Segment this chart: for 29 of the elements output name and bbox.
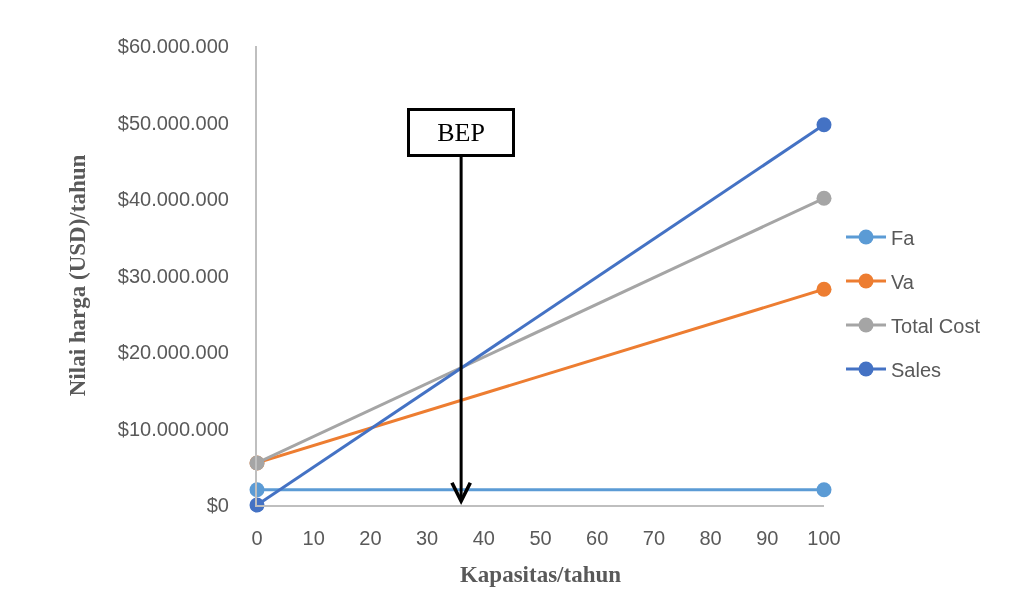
point: [816, 117, 832, 133]
x-tick-label: 30: [415, 527, 439, 549]
x-tick-label: 100: [807, 527, 841, 549]
y-axis-title: Nilai harga (USD)/tahun: [64, 154, 90, 397]
y-tick-label: $50.000.000: [117, 111, 229, 134]
legend-label: Fa: [891, 226, 916, 249]
legend-label: Va: [891, 270, 915, 293]
x-tick-label: 0: [251, 527, 263, 549]
y-tick-label: $10.000.000: [117, 417, 229, 440]
x-tick-label: 50: [529, 527, 552, 549]
x-tick-label: 10: [302, 527, 325, 549]
y-tick-label: $20.000.000: [117, 341, 229, 363]
x-tick-label: 70: [642, 527, 666, 549]
y-tick-label: $40.000.000: [117, 188, 229, 210]
y-tick-label: $30.000.000: [117, 264, 229, 287]
x-axis-title: Kapasitas/tahun: [459, 562, 622, 588]
point: [816, 281, 832, 297]
x-tick-label: 60: [586, 527, 609, 549]
ref-line-label: BEP: [437, 118, 485, 147]
y-tick-label: $0: [206, 494, 229, 516]
point: [816, 190, 832, 206]
x-tick-label: 20: [359, 527, 382, 549]
legend-label: Total Cost: [891, 314, 981, 337]
point: [816, 482, 832, 498]
y-tick-label: $60.000.000: [117, 35, 229, 57]
legend-label: Sales: [891, 358, 942, 381]
x-tick-label: 80: [699, 527, 722, 549]
x-tick-label: 90: [756, 527, 779, 549]
x-tick-label: 40: [472, 527, 495, 549]
